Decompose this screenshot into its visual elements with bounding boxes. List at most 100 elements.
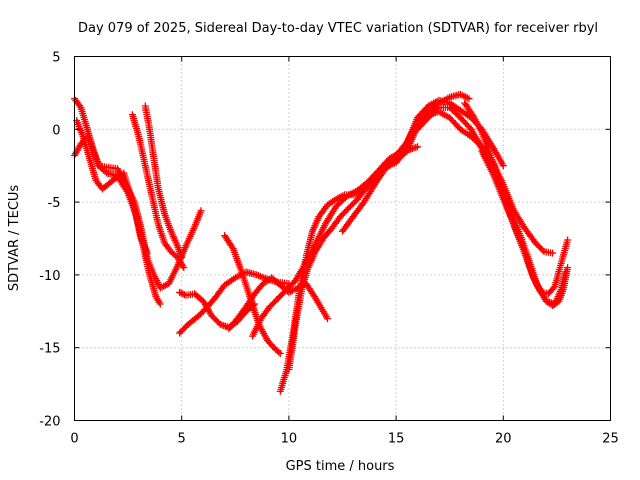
data-marker-segment bbox=[270, 344, 284, 357]
data-marker-segment bbox=[141, 102, 153, 131]
y-tick-label: 5 bbox=[52, 51, 60, 66]
data-marker-segment bbox=[446, 104, 463, 120]
data-marker-segment bbox=[304, 251, 318, 272]
y-axis-label: SDTVAR / TECUs bbox=[7, 185, 22, 292]
data-marker-segment bbox=[225, 316, 240, 333]
x-tick-label: 25 bbox=[602, 432, 619, 447]
data-marker-segment bbox=[456, 114, 474, 132]
data-marker-segment bbox=[203, 294, 219, 311]
x-tick-label: 0 bbox=[70, 432, 78, 447]
data-marker-segment bbox=[321, 204, 339, 228]
data-marker-segment bbox=[268, 274, 283, 288]
data-marker-segment bbox=[285, 324, 299, 373]
data-marker-segment bbox=[152, 293, 164, 308]
data-marker-segment bbox=[154, 184, 168, 216]
data-marker-segment bbox=[339, 214, 356, 235]
data-marker-segment bbox=[298, 266, 312, 293]
data-marker-segment bbox=[336, 205, 351, 221]
series-arc-11 bbox=[276, 90, 473, 395]
data-marker-segment bbox=[456, 106, 473, 120]
data-marker-segment bbox=[182, 225, 198, 250]
data-marker-segment bbox=[141, 162, 155, 197]
data-marker-segment bbox=[264, 336, 277, 350]
data-marker-segment bbox=[532, 239, 547, 254]
data-marker-segment bbox=[435, 108, 452, 121]
data-marker-segment bbox=[414, 115, 431, 133]
data-marker-segment bbox=[392, 149, 409, 165]
data-marker-segment bbox=[291, 288, 305, 330]
data-marker-segment bbox=[229, 245, 245, 274]
data-marker-segment bbox=[324, 196, 338, 209]
data-marker-segment bbox=[266, 296, 281, 311]
data-marker-segment bbox=[242, 292, 257, 311]
data-marker-segment bbox=[478, 147, 496, 175]
data-marker-segment bbox=[109, 170, 126, 184]
data-marker-segment bbox=[360, 182, 378, 206]
data-marker-segment bbox=[469, 112, 485, 134]
data-marker-segment bbox=[446, 99, 463, 113]
data-marker-segment bbox=[274, 287, 289, 302]
data-marker-segment bbox=[510, 207, 528, 231]
data-marker-segment bbox=[208, 312, 223, 327]
data-marker-segment bbox=[424, 97, 441, 110]
data-marker-segment bbox=[283, 278, 298, 293]
series-arc-3 bbox=[73, 117, 151, 257]
data-marker-segment bbox=[221, 232, 236, 251]
data-marker-segment bbox=[173, 242, 186, 261]
data-marker-segment bbox=[309, 215, 322, 235]
data-marker-segment bbox=[349, 200, 367, 221]
data-marker-segment bbox=[176, 288, 188, 299]
data-marker-segment bbox=[424, 105, 441, 122]
data-marker-segment bbox=[150, 154, 162, 189]
data-marker-segment bbox=[332, 192, 347, 203]
data-marker-segment bbox=[486, 152, 502, 182]
data-marker-segment bbox=[167, 227, 181, 248]
data-marker-segment bbox=[311, 222, 328, 250]
data-marker-segment bbox=[319, 226, 335, 242]
y-tick-label: -15 bbox=[39, 342, 60, 357]
series-arc-9 bbox=[225, 274, 331, 333]
data-marker-segment bbox=[96, 163, 109, 175]
data-marker-segment bbox=[311, 293, 326, 313]
series-arc-5 bbox=[141, 102, 186, 261]
y-tick-label: -20 bbox=[39, 415, 60, 430]
data-marker-segment bbox=[77, 104, 91, 131]
data-marker-segment bbox=[146, 271, 159, 299]
data-marker-segment bbox=[557, 268, 569, 293]
data-marker-segment bbox=[195, 304, 210, 320]
data-marker-segment bbox=[489, 169, 506, 201]
y-tick-label: -10 bbox=[39, 269, 60, 284]
data-marker-segment bbox=[345, 197, 360, 212]
data-points bbox=[71, 90, 572, 395]
data-marker-segment bbox=[90, 149, 103, 169]
data-marker-segment bbox=[173, 253, 188, 272]
data-marker-segment bbox=[403, 124, 421, 155]
data-marker-segment bbox=[131, 205, 144, 240]
data-marker-segment bbox=[302, 229, 316, 261]
data-marker-segment bbox=[332, 194, 349, 210]
data-marker-segment bbox=[154, 220, 168, 245]
data-marker-segment bbox=[499, 195, 517, 226]
data-marker-segment bbox=[79, 133, 93, 160]
series-arc-10 bbox=[249, 143, 421, 340]
data-marker-segment bbox=[521, 224, 538, 245]
data-marker-segment bbox=[446, 114, 463, 132]
data-marker-segment bbox=[315, 203, 330, 221]
chart-title: Day 079 of 2025, Sidereal Day-to-day VTE… bbox=[78, 21, 598, 36]
data-marker-segment bbox=[161, 210, 174, 233]
data-marker-segment bbox=[148, 191, 162, 226]
x-axis-label: GPS time / hours bbox=[286, 459, 395, 474]
data-marker-segment bbox=[456, 90, 473, 103]
data-marker-segment bbox=[120, 169, 138, 211]
data-marker-segment bbox=[98, 178, 116, 193]
data-marker-segment bbox=[137, 235, 151, 257]
x-tick-label: 20 bbox=[495, 432, 512, 447]
data-marker-segment bbox=[184, 313, 201, 328]
data-marker-segment bbox=[83, 133, 97, 155]
data-marker-segment bbox=[221, 275, 237, 289]
data-marker-segment bbox=[253, 271, 270, 282]
series-arc-2 bbox=[71, 133, 164, 308]
x-tick-label: 10 bbox=[281, 432, 298, 447]
data-marker-segment bbox=[257, 305, 272, 323]
